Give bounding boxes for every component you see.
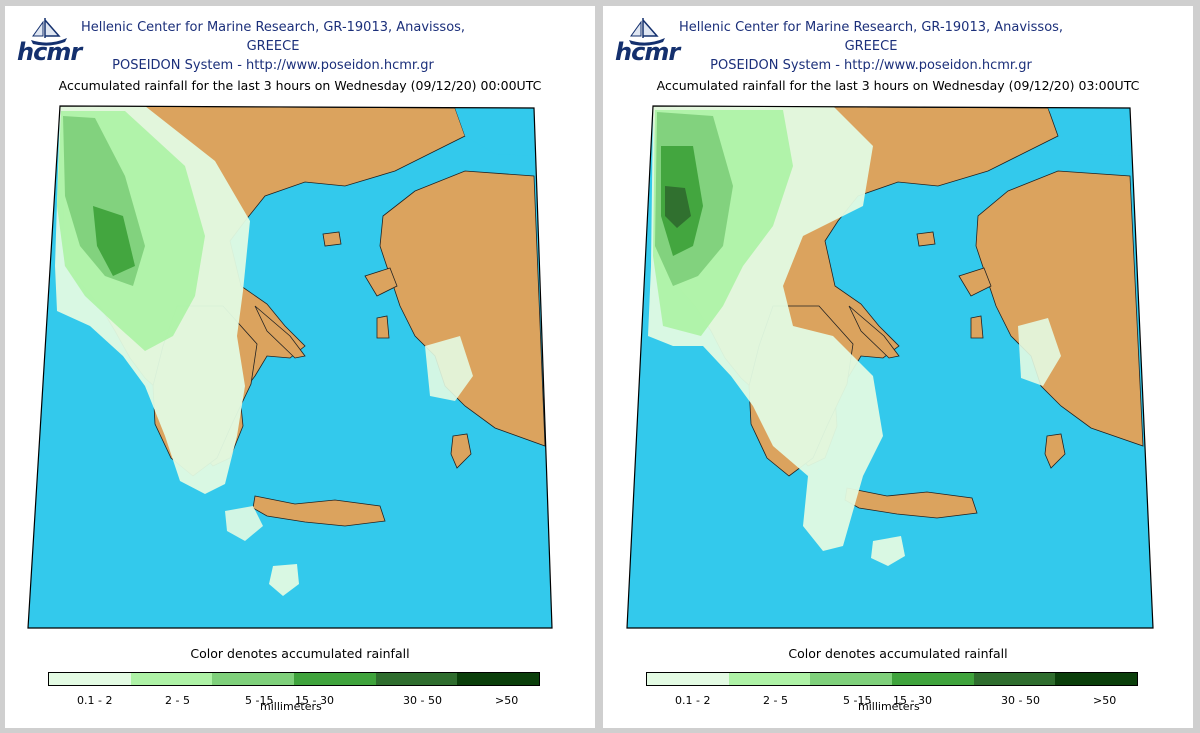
- euboea-land: [848, 305, 900, 359]
- ship-logo-icon: [31, 18, 67, 46]
- rain-zone-south: [871, 536, 905, 566]
- black-sea: [455, 108, 534, 156]
- legend-bin-label: 30 - 50: [403, 694, 442, 707]
- crete-land: [252, 495, 386, 527]
- chios-land: [376, 315, 390, 339]
- map-frame: [626, 105, 1154, 629]
- legend-bin-label: 5 -15: [245, 694, 274, 707]
- legend-units: millimeters: [858, 700, 920, 713]
- lemnos-land: [916, 231, 936, 247]
- map-title: Accumulated rainfall for the last 3 hour…: [656, 78, 1140, 93]
- legend-bin-label: 5 -15: [843, 694, 872, 707]
- rain-zone-15-30: [93, 206, 135, 276]
- legend-bin-label: 2 - 5: [165, 694, 190, 707]
- map-title: Accumulated rainfall for the last 3 hour…: [58, 78, 542, 93]
- legend-bin-label: >50: [495, 694, 519, 707]
- legend-swatch: [49, 673, 131, 685]
- rain-zone-south: [269, 564, 299, 596]
- rain-zone-crete: [225, 506, 263, 541]
- map-panel-left: hcmr Hellenic Center for Marine Research…: [5, 6, 595, 728]
- euboea-land: [254, 305, 306, 359]
- legend-swatch: [810, 673, 893, 685]
- legend-bin-label: 2 - 5: [763, 694, 788, 707]
- legend-bin-label: 15 - 30: [893, 694, 932, 707]
- legend-color-scale: [48, 672, 540, 686]
- header-line2: POSEIDON System - http://www.poseidon.hc…: [112, 58, 434, 73]
- institution-header: Hellenic Center for Marine Research, GR-…: [73, 18, 473, 75]
- legend-bin-label: 0.1 - 2: [675, 694, 711, 707]
- legend-swatch: [1055, 673, 1138, 685]
- black-sea: [1048, 108, 1130, 156]
- header-line1: Hellenic Center for Marine Research, GR-…: [80, 20, 466, 54]
- legend-swatch: [647, 673, 729, 685]
- legend-bin-label: >50: [1093, 694, 1117, 707]
- legend-swatch: [294, 673, 376, 685]
- rain-zone-east: [425, 336, 473, 401]
- header-line1: Hellenic Center for Marine Research, GR-…: [678, 20, 1064, 54]
- legend-swatch: [728, 673, 811, 685]
- header-line2: POSEIDON System - http://www.poseidon.hc…: [710, 58, 1032, 73]
- chios-land: [970, 315, 984, 339]
- legend-swatch: [892, 673, 974, 685]
- rain-zone-30-50: [665, 186, 691, 228]
- legend-caption: Color denotes accumulated rainfall: [190, 646, 410, 661]
- rainfall-map: [626, 105, 1154, 629]
- legend-bin-label: 30 - 50: [1001, 694, 1040, 707]
- legend-units: millimeters: [260, 700, 322, 713]
- hcmr-logo: hcmr: [615, 38, 680, 66]
- ship-logo-icon: [629, 18, 665, 46]
- lemnos-land: [322, 231, 342, 247]
- lesvos-land: [958, 267, 992, 297]
- legend-swatch: [212, 673, 295, 685]
- legend-bin-label: 0.1 - 2: [77, 694, 113, 707]
- legend-color-scale: [646, 672, 1138, 686]
- hcmr-logo: hcmr: [17, 38, 82, 66]
- lesvos-land: [364, 267, 398, 297]
- map-frame: [27, 105, 553, 629]
- rain-zone-east: [1018, 318, 1061, 386]
- institution-header: Hellenic Center for Marine Research, GR-…: [671, 18, 1071, 75]
- legend-swatch: [130, 673, 213, 685]
- legend-bin-label: 15 - 30: [295, 694, 334, 707]
- rhodes-land: [450, 433, 472, 469]
- legend-swatch: [457, 673, 540, 685]
- legend-caption: Color denotes accumulated rainfall: [788, 646, 1008, 661]
- map-panel-right: hcmr Hellenic Center for Marine Research…: [603, 6, 1193, 728]
- legend-swatch: [973, 673, 1056, 685]
- rhodes-land: [1044, 433, 1066, 469]
- rainfall-map: [27, 105, 553, 629]
- legend-swatch: [375, 673, 458, 685]
